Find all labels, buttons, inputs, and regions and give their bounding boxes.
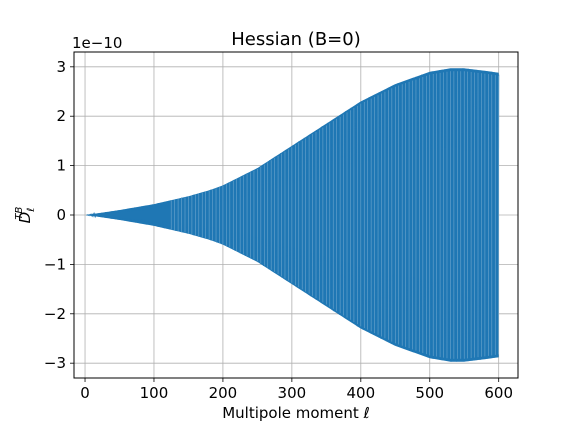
y-tick-label: 3 <box>56 58 66 76</box>
y-tick-label: 1 <box>56 157 66 175</box>
series-layer <box>86 68 500 362</box>
y-axis-label-superscript: TB <box>14 207 25 220</box>
chart-title: Hessian (B=0) <box>231 29 360 50</box>
y-axis-label-subscript: ℓ <box>26 208 37 212</box>
series-line <box>86 68 500 362</box>
y-tick-label: −2 <box>44 305 66 323</box>
x-tick-label: 600 <box>484 384 513 402</box>
y-tick-label: 2 <box>56 107 66 125</box>
y-tick-label: −3 <box>44 354 66 372</box>
y-axis-ticks: −3 −2 −1 0 1 2 3 <box>44 58 74 372</box>
y-tick-label: −1 <box>44 255 66 273</box>
x-tick-label: 400 <box>346 384 375 402</box>
x-axis-label: Multipole moment ℓ <box>222 404 370 422</box>
x-tick-label: 200 <box>209 384 238 402</box>
y-axis-label: DℓTB <box>14 207 37 224</box>
x-tick-label: 300 <box>278 384 307 402</box>
y-axis-label-main: D <box>16 212 34 224</box>
y-scale-label: 1e−10 <box>72 34 122 52</box>
x-tick-label: 500 <box>415 384 444 402</box>
x-tick-label: 100 <box>140 384 169 402</box>
x-axis-ticks: 0 100 200 300 400 500 600 <box>80 378 513 402</box>
y-tick-label: 0 <box>56 206 66 224</box>
svg-text:DℓTB: DℓTB <box>14 207 37 224</box>
x-tick-label: 0 <box>80 384 90 402</box>
